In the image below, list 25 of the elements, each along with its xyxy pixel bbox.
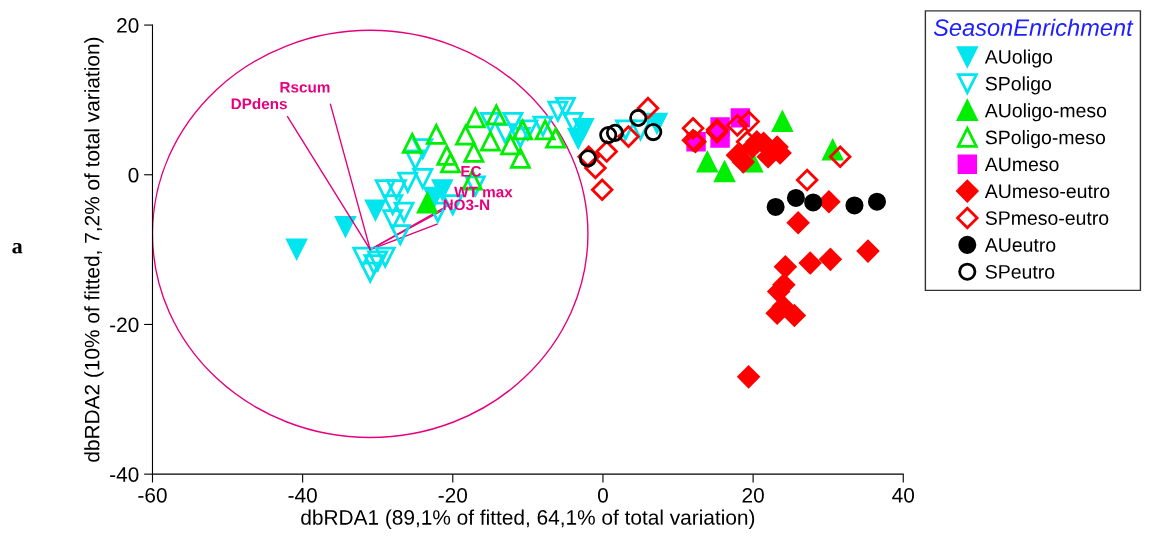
- y-tick-label: 0: [128, 167, 139, 183]
- legend-label: AUmeso-eutro: [984, 184, 1110, 199]
- x-tick-label: 20: [742, 487, 764, 503]
- legend-label: AUoligo-meso: [984, 103, 1107, 122]
- text: a: [12, 242, 23, 254]
- legend-title: SeasonEnrichment: [933, 18, 1134, 37]
- legend-label: AUoligo: [984, 49, 1053, 68]
- x-tick-label: 0: [597, 487, 608, 503]
- x-tick-label: -40: [288, 487, 317, 503]
- annotation: DPdens: [231, 98, 287, 110]
- y-axis-title: dbRDA2 (10% of fitted, 7,2% of total variation): [84, 37, 104, 462]
- legend-label: AUmeso: [984, 157, 1059, 172]
- x-tick-label: -60: [138, 487, 167, 503]
- x-tick-label: -20: [438, 487, 468, 503]
- x-axis-title: dbRDA1 (89,1% of fitted, 64,1% of total variation): [301, 509, 755, 529]
- y-tick-label: -40: [110, 467, 139, 482]
- y-tick-label: 20: [117, 18, 139, 33]
- legend-label: SPmeso-eutro: [985, 211, 1109, 225]
- legend-label: SPoligo-meso: [985, 130, 1106, 149]
- x-tick-label: 40: [892, 487, 915, 503]
- legend-label: SPeutro: [985, 264, 1055, 279]
- legend-label: AUeutro: [984, 238, 1056, 252]
- annotation: Rscum: [280, 81, 330, 93]
- legend-label: SPoligo: [985, 76, 1052, 95]
- y-tick-label: -20: [110, 317, 139, 333]
